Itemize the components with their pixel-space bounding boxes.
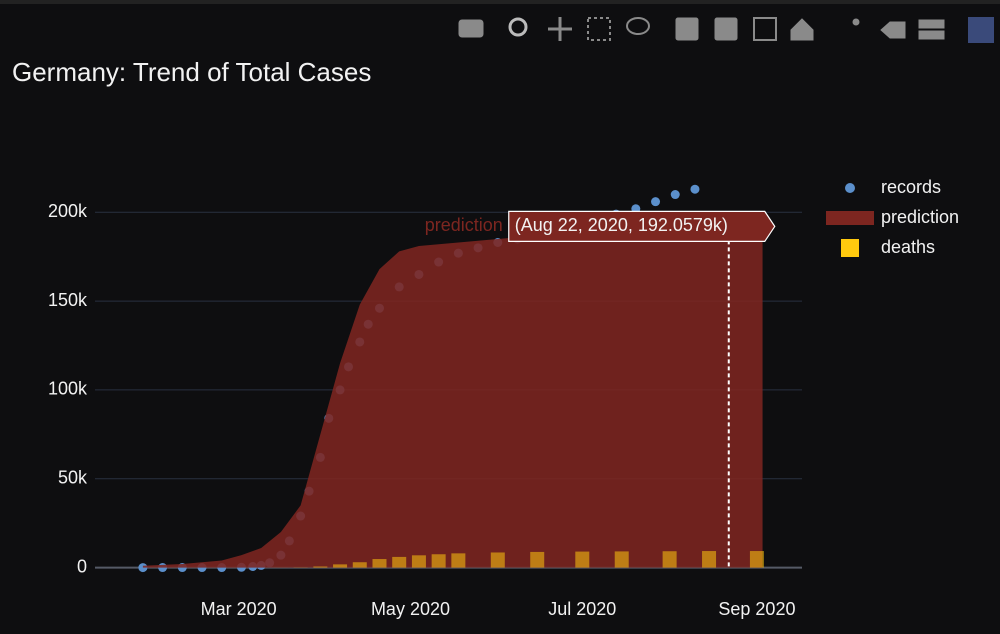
autoscale-icon[interactable]	[753, 17, 777, 41]
zoom-icon[interactable]	[508, 17, 528, 37]
x-tick-label: Mar 2020	[201, 599, 277, 619]
record-point	[651, 197, 661, 207]
legend-label: records	[881, 177, 941, 197]
record-point	[670, 190, 680, 200]
death-bar	[702, 551, 717, 568]
death-bar	[313, 566, 328, 568]
hover-name: prediction	[425, 215, 503, 235]
x-tick-label: May 2020	[371, 599, 450, 619]
death-bar	[490, 552, 505, 568]
modebar[interactable]	[458, 17, 994, 43]
death-bar	[392, 556, 407, 568]
legend-swatch	[841, 239, 859, 257]
hover-label: (Aug 22, 2020, 192.0579k)	[515, 215, 728, 235]
death-bar	[662, 551, 677, 568]
zoom-in-icon[interactable]	[675, 17, 699, 41]
death-bar	[749, 551, 764, 568]
x-tick-label: Jul 2020	[548, 599, 616, 619]
legend-label: prediction	[881, 207, 959, 227]
death-bar	[451, 553, 466, 568]
lasso-icon[interactable]	[626, 17, 650, 35]
death-bar	[614, 551, 629, 568]
y-tick-label: 200k	[48, 201, 88, 221]
death-bar	[411, 555, 426, 568]
death-bar	[333, 564, 348, 568]
death-bar	[530, 551, 545, 568]
y-tick-label: 100k	[48, 379, 88, 399]
hover-box	[508, 210, 776, 243]
legend-swatch	[826, 211, 874, 225]
legend-marker	[845, 183, 855, 193]
select-icon[interactable]	[587, 17, 611, 41]
pan-icon[interactable]	[548, 17, 572, 41]
record-point	[690, 184, 700, 194]
spike-icon[interactable]	[852, 18, 860, 26]
home-icon[interactable]	[790, 18, 814, 41]
death-bar	[372, 559, 387, 568]
x-tick-label: Sep 2020	[718, 599, 795, 619]
y-tick-label: 50k	[58, 468, 88, 488]
hover-closest-icon[interactable]	[880, 21, 906, 39]
legend-label: deaths	[881, 237, 935, 257]
top-bar	[0, 0, 1000, 4]
death-bar	[575, 551, 590, 568]
chart-title: Germany: Trend of Total Cases	[12, 57, 371, 87]
death-bar	[431, 554, 446, 568]
y-tick-label: 0	[77, 556, 87, 576]
zoom-out-icon[interactable]	[714, 17, 738, 41]
camera-icon[interactable]	[458, 19, 484, 38]
prediction-area	[142, 225, 763, 568]
hover-compare-icon[interactable]	[918, 19, 945, 29]
hover-compare-icon-2[interactable]	[918, 30, 945, 40]
plotly-logo[interactable]	[968, 17, 994, 43]
death-bar	[352, 562, 367, 568]
y-tick-label: 150k	[48, 290, 88, 310]
